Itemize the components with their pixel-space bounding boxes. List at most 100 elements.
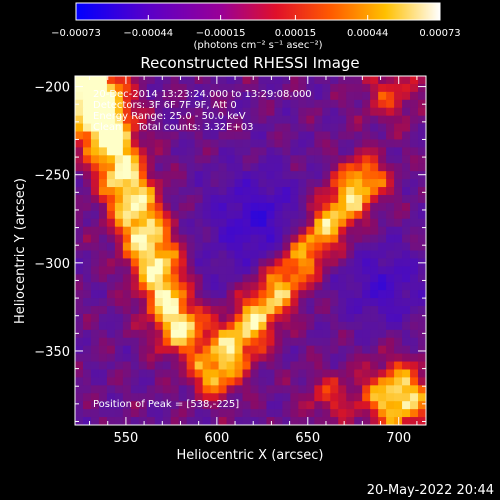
heatmap-cell	[98, 306, 108, 315]
heatmap-cell	[338, 393, 347, 402]
heatmap-cell	[402, 218, 411, 228]
heatmap-cell	[386, 107, 395, 117]
heatmap-cell	[146, 210, 156, 220]
heatmap-cell	[282, 361, 291, 371]
heatmap-cell	[202, 401, 212, 410]
heatmap-cell	[146, 290, 156, 299]
heatmap-cell	[346, 179, 355, 188]
heatmap-cell	[82, 313, 92, 323]
heatmap-cell	[418, 147, 426, 156]
heatmap-cell	[418, 83, 426, 93]
heatmap-cell	[138, 171, 148, 180]
heatmap-cell	[154, 163, 164, 172]
heatmap-cell	[98, 187, 108, 196]
heatmap-cell	[194, 313, 204, 323]
heatmap-cell	[394, 353, 403, 363]
heatmap-cell	[98, 155, 108, 164]
heatmap-cell	[90, 290, 100, 299]
heatmap-cell	[186, 131, 196, 141]
colorbar-ticks: −0.00073 −0.00044 −0.00015 0.00015 0.00044 0.…	[51, 15, 461, 39]
heatmap-cell	[402, 115, 411, 125]
heatmap-cell	[258, 234, 268, 244]
heatmap-cell	[266, 345, 276, 355]
heatmap-cell	[154, 258, 164, 267]
heatmap-cell	[130, 202, 140, 212]
heatmap-cell	[130, 131, 140, 141]
heatmap-cell	[194, 115, 204, 125]
heatmap-cell	[162, 329, 172, 339]
heatmap-cell	[250, 250, 260, 260]
heatmap-cell	[370, 298, 379, 307]
heatmap-cell	[338, 76, 347, 85]
heatmap-cell	[82, 321, 92, 331]
heatmap-cell	[394, 306, 403, 315]
heatmap-cell	[402, 171, 411, 180]
heatmap-cell	[378, 369, 387, 379]
heatmap-cell	[322, 361, 331, 371]
heatmap-cell	[266, 258, 276, 267]
heatmap-cell	[242, 377, 252, 386]
heatmap-cell	[178, 306, 188, 315]
heatmap-cell	[138, 409, 148, 418]
heatmap-cell	[138, 298, 148, 307]
heatmap-cell	[106, 393, 116, 402]
heatmap-cell	[330, 409, 339, 418]
heatmap-cell	[274, 155, 284, 164]
heatmap-cell	[306, 417, 315, 425]
heatmap-cell	[242, 409, 252, 418]
heatmap-cell	[250, 313, 260, 323]
heatmap-cell	[354, 147, 363, 156]
heatmap-cell	[130, 187, 140, 196]
heatmap-cell	[146, 274, 156, 283]
heatmap-cell	[90, 91, 100, 101]
heatmap-cell	[234, 321, 244, 331]
heatmap-cell	[410, 139, 419, 148]
heatmap-cell	[250, 139, 260, 148]
heatmap-cell	[298, 147, 307, 156]
heatmap-cell	[266, 179, 276, 188]
heatmap-cell	[75, 147, 84, 156]
heatmap-cell	[82, 131, 92, 141]
heatmap-cell	[370, 377, 379, 386]
heatmap-cell	[242, 131, 252, 141]
heatmap-cell	[306, 298, 315, 307]
heatmap-cell	[418, 353, 426, 363]
heatmap-cell	[370, 76, 379, 85]
heatmap-cell	[410, 306, 419, 315]
heatmap-cell	[114, 345, 124, 355]
heatmap-cell	[306, 377, 315, 386]
heatmap-cell	[354, 218, 363, 228]
heatmap-cell	[122, 417, 132, 425]
heatmap-cell	[178, 393, 188, 402]
heatmap-cell	[322, 123, 331, 133]
heatmap-cell	[234, 401, 244, 410]
heatmap-cell	[386, 266, 395, 275]
heatmap-cell	[226, 409, 236, 418]
heatmap-cell	[194, 242, 204, 252]
heatmap-cell	[154, 131, 164, 141]
heatmap-cell	[290, 76, 299, 85]
heatmap-cell	[282, 377, 291, 386]
heatmap-cell	[418, 155, 426, 164]
heatmap-cell	[218, 345, 228, 355]
heatmap-cell	[386, 385, 395, 394]
heatmap-cell	[378, 179, 387, 188]
heatmap-cell	[242, 163, 252, 172]
heatmap-cell	[386, 337, 395, 347]
heatmap-cell	[202, 210, 212, 220]
heatmap-cell	[370, 99, 379, 109]
heatmap-cell	[354, 99, 363, 109]
heatmap-cell	[354, 139, 363, 148]
heatmap-cell	[402, 123, 411, 133]
heatmap-cell	[314, 393, 323, 402]
heatmap-cell	[266, 226, 276, 236]
heatmap-cell	[258, 321, 268, 331]
heatmap-cell	[314, 234, 323, 244]
heatmap-cell	[250, 76, 260, 85]
heatmap-cell	[170, 250, 180, 260]
heatmap-cell	[194, 369, 204, 379]
heatmap-cell	[410, 401, 419, 410]
heatmap-cell	[226, 234, 236, 244]
heatmap-cell	[82, 290, 92, 299]
